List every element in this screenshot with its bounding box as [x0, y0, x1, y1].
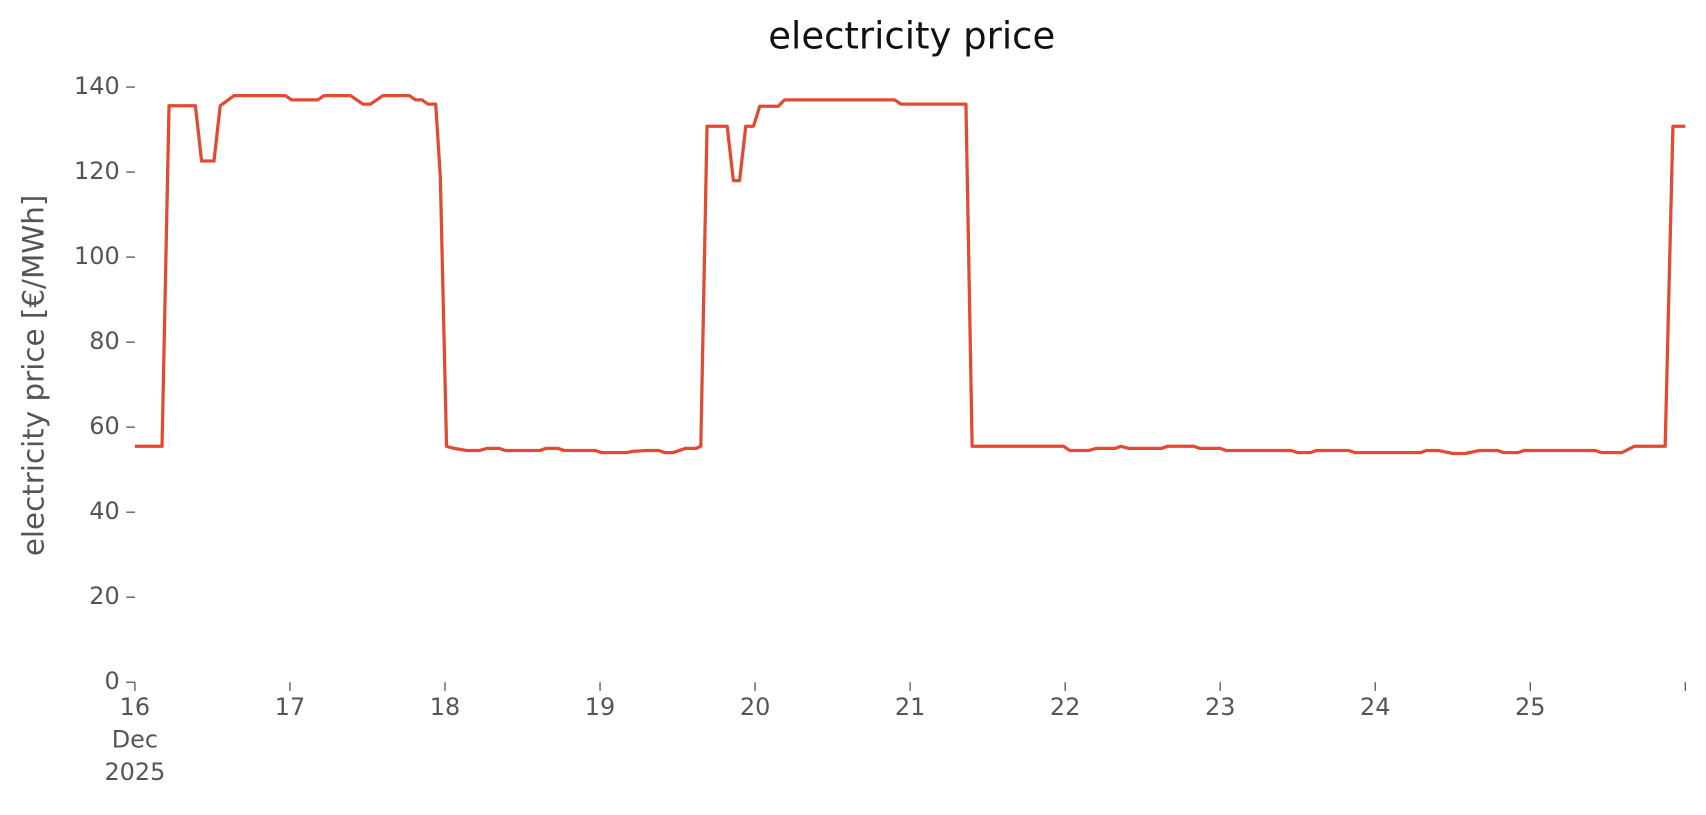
- y-axis-label: electricity price [€/MWh]: [16, 195, 50, 557]
- x-tick-label: 16 Dec 2025: [104, 693, 165, 786]
- y-tick-label: 80: [89, 327, 119, 355]
- x-tick-label: 18: [430, 693, 460, 721]
- x-tick-label: 25: [1515, 693, 1545, 721]
- y-tick-label: 120: [74, 157, 120, 185]
- x-tick-label: 23: [1205, 693, 1235, 721]
- x-tick-label-line: 16: [120, 693, 150, 721]
- chart-title: electricity price: [768, 15, 1055, 58]
- y-tick-label: 60: [89, 412, 119, 440]
- x-tick-label-line: Dec: [112, 726, 158, 754]
- y-tick-label: 0: [104, 667, 119, 695]
- y-tick-label: 100: [74, 242, 120, 270]
- x-tick-label-line: 2025: [104, 758, 165, 786]
- x-tick-label: 21: [895, 693, 925, 721]
- x-tick-label: 20: [740, 693, 770, 721]
- y-tick-label: 140: [74, 72, 120, 100]
- x-tick-label: 19: [585, 693, 615, 721]
- y-tick-label: 40: [89, 497, 119, 525]
- y-tick-label: 20: [89, 582, 119, 610]
- x-tick-label: 22: [1050, 693, 1080, 721]
- price-line: [134, 93, 1686, 456]
- x-tick-label: 17: [275, 693, 305, 721]
- x-tick-label: 24: [1360, 693, 1390, 721]
